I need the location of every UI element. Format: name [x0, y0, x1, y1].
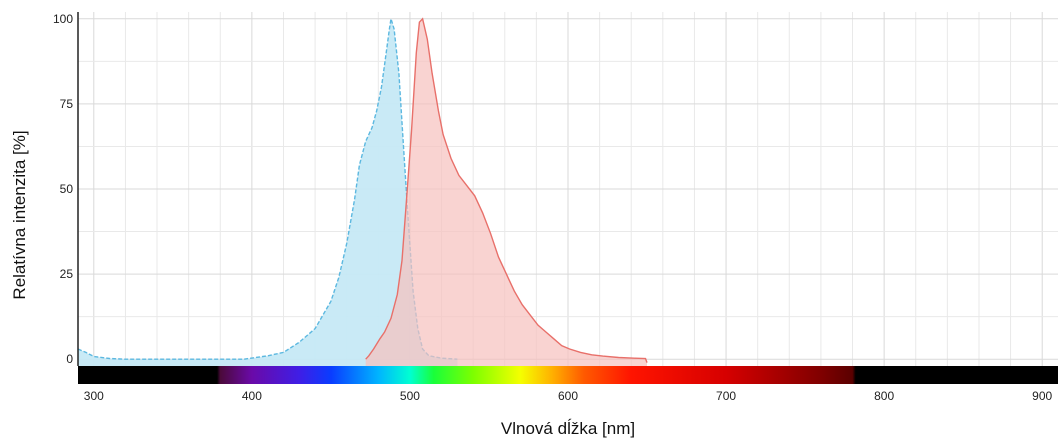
x-tick-label: 600	[558, 389, 578, 403]
x-tick-labels: 300 400 500 600 700 800 900	[84, 389, 1053, 403]
grid-lines	[78, 12, 1058, 366]
x-tick-label: 300	[84, 389, 104, 403]
y-tick-label: 0	[66, 352, 73, 366]
y-tick-label: 75	[60, 97, 74, 111]
visible-spectrum-bar	[78, 366, 1058, 384]
series-layer	[77, 17, 648, 367]
y-axis-title: Relatívna intenzita [%]	[10, 130, 29, 299]
x-tick-label: 900	[1032, 389, 1052, 403]
series-1-area	[78, 18, 458, 367]
x-tick-label: 500	[400, 389, 420, 403]
y-tick-label: 50	[60, 182, 74, 196]
series-2-area	[365, 18, 647, 367]
y-tick-label: 25	[60, 267, 74, 281]
series-2-line	[365, 17, 648, 363]
x-tick-label: 400	[242, 389, 262, 403]
x-tick-label: 700	[716, 389, 736, 403]
x-tick-label: 800	[874, 389, 894, 403]
x-axis-title: Vlnová dĺžka [nm]	[501, 419, 635, 438]
y-tick-labels: 0 25 50 75 100	[53, 12, 73, 366]
y-tick-label: 100	[53, 12, 73, 26]
